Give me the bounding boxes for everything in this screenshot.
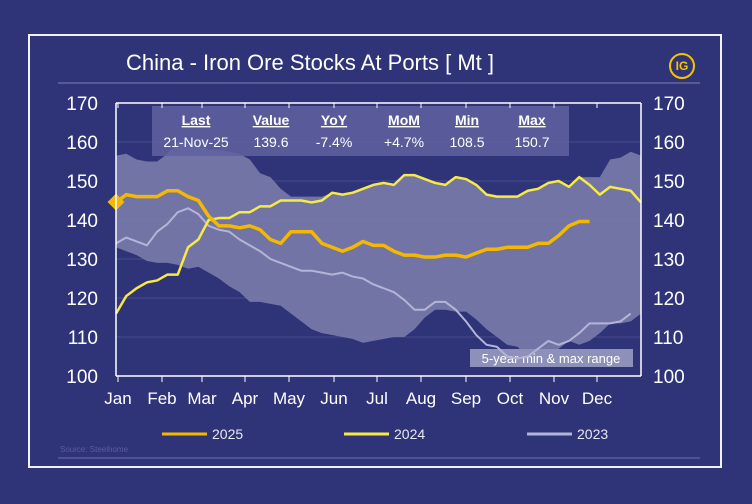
- x-tick-label: Nov: [539, 389, 570, 408]
- y-tick-label-left: 100: [66, 367, 98, 388]
- y-tick-label-left: 170: [66, 94, 98, 115]
- series-line-2023: [115, 207, 632, 360]
- x-tick-label: Mar: [187, 389, 217, 408]
- y-tick-label-left: 110: [68, 328, 98, 349]
- series-line-2024: [114, 173, 642, 315]
- chart-title: China - Iron Ore Stocks At Ports [ Mt ]: [125, 50, 494, 75]
- stats-header: YoY: [321, 112, 348, 128]
- y-tick-label-right: 170: [653, 94, 685, 115]
- chart-frame: [28, 34, 722, 468]
- range-label: 5-year min & max range: [482, 351, 621, 366]
- stats-header: Min: [455, 112, 479, 128]
- series-line-2025: [114, 189, 590, 259]
- x-tick-label: Oct: [497, 389, 524, 408]
- y-tick-label-left: 120: [66, 289, 98, 310]
- y-tick-label-left: 150: [66, 172, 98, 193]
- y-tick-label-right: 130: [653, 250, 685, 271]
- stats-box: [152, 106, 569, 156]
- title-divider: [58, 82, 700, 84]
- x-tick-label: Apr: [232, 389, 259, 408]
- stats-value: 139.6: [253, 134, 288, 150]
- x-tick-label: May: [273, 389, 306, 408]
- y-tick-label-left: 130: [66, 250, 98, 271]
- min-max-range-band: [116, 142, 641, 359]
- x-tick-label: Feb: [147, 389, 176, 408]
- x-tick-label: Sep: [451, 389, 481, 408]
- y-tick-label-left: 140: [66, 211, 98, 232]
- stats-value: 21-Nov-25: [163, 134, 229, 150]
- x-tick-label: Jan: [104, 389, 131, 408]
- legend-label-2023: 2023: [577, 426, 608, 442]
- stats-value: +4.7%: [384, 134, 424, 150]
- legend-label-2024: 2024: [394, 426, 425, 442]
- stats-header: MoM: [388, 112, 420, 128]
- y-tick-label-left: 160: [66, 133, 98, 154]
- stats-value: -7.4%: [316, 134, 353, 150]
- legend-label-2025: 2025: [212, 426, 243, 442]
- y-tick-label-right: 100: [653, 367, 685, 388]
- y-tick-label-right: 110: [653, 328, 683, 349]
- stats-value: 108.5: [449, 134, 484, 150]
- y-tick-label-right: 120: [653, 289, 685, 310]
- x-tick-label: Jul: [366, 389, 388, 408]
- y-tick-label-right: 150: [653, 172, 685, 193]
- y-tick-label-right: 140: [653, 211, 685, 232]
- stats-value: 150.7: [514, 134, 549, 150]
- x-tick-label: Aug: [406, 389, 436, 408]
- y-tick-label-right: 160: [653, 133, 685, 154]
- x-tick-label: Jun: [320, 389, 347, 408]
- stats-header: Value: [253, 112, 290, 128]
- x-tick-label: Dec: [582, 389, 613, 408]
- bottom-divider: [58, 457, 700, 459]
- range-label-box: [470, 349, 633, 367]
- source-note: Source: Steelhome: [60, 445, 129, 454]
- stats-header: Max: [518, 112, 545, 128]
- ig-logo: IG: [669, 53, 695, 79]
- stats-header: Last: [182, 112, 211, 128]
